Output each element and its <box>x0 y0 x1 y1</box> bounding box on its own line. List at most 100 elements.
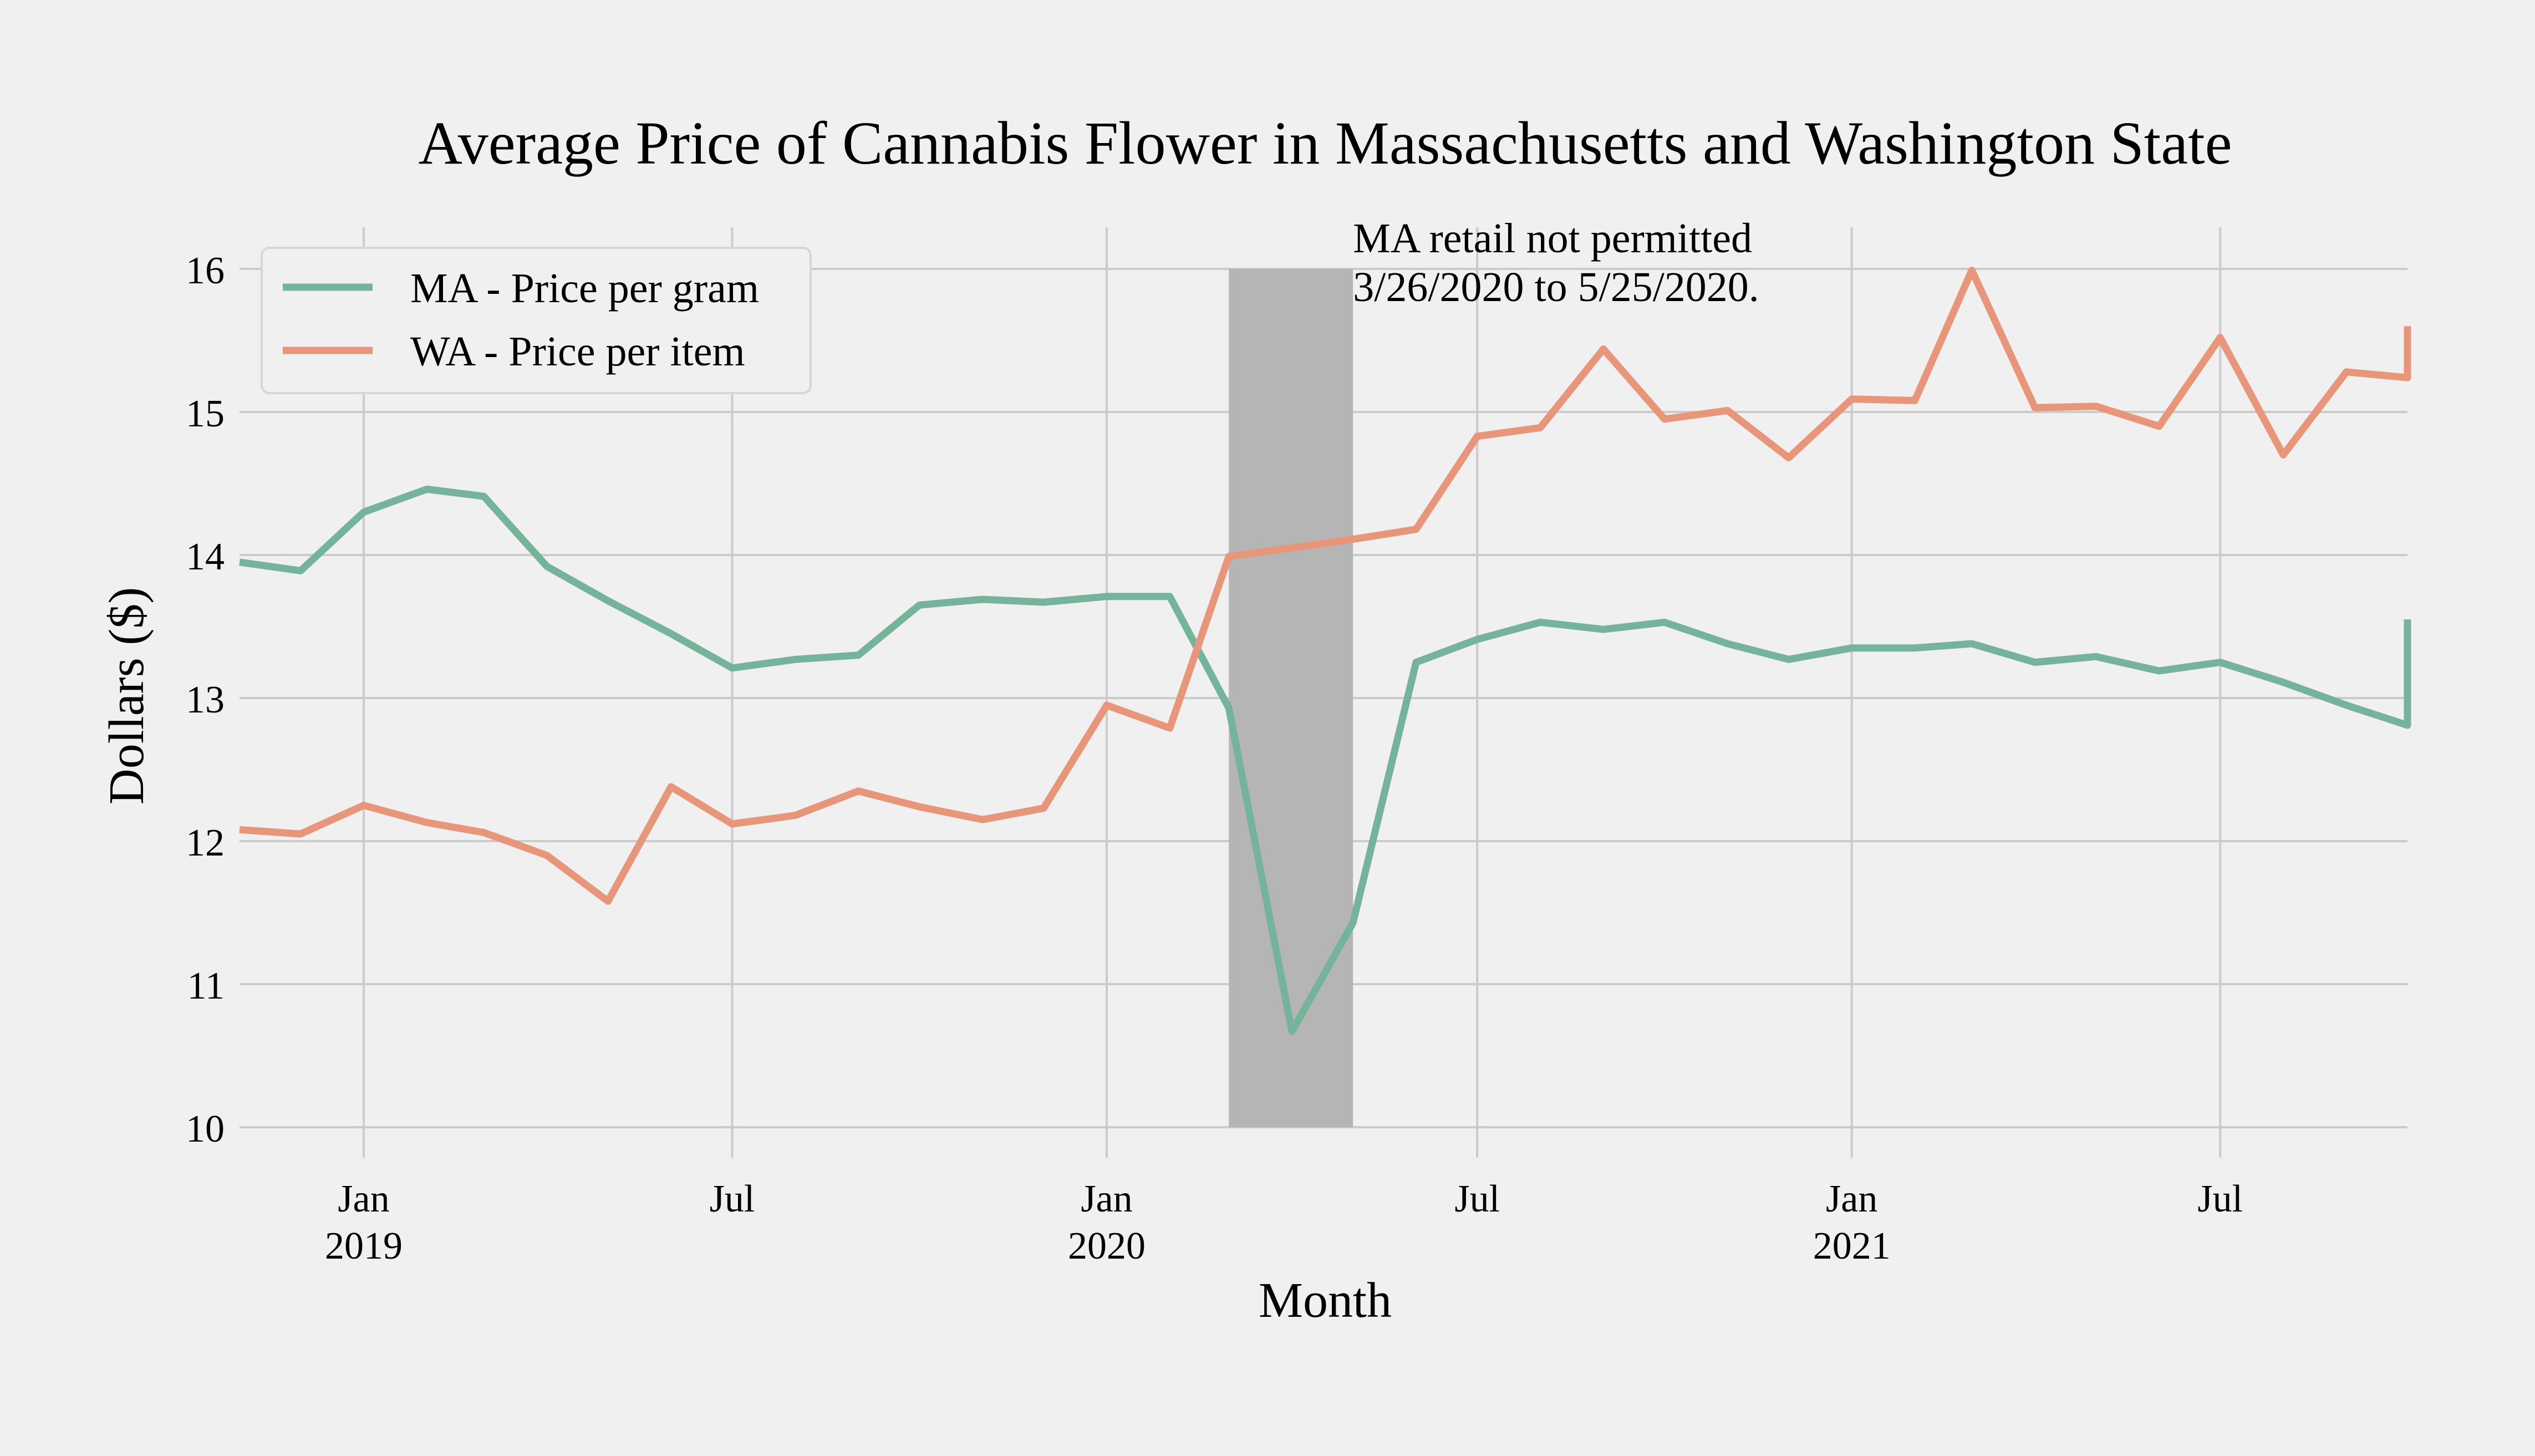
axis-layer: 10 11 12 13 14 15 16 Jan 2019 Jul Jan 2020 Jul Jan 202… <box>186 250 2243 1267</box>
x-tick-year-label: 2020 <box>1068 1225 1146 1267</box>
data-point <box>1603 629 1604 630</box>
y-axis-label: Dollars ($) <box>99 587 154 805</box>
data-point <box>2034 662 2035 663</box>
data-point <box>1664 622 1665 623</box>
series-line <box>239 267 2411 905</box>
y-tick-label: 10 <box>186 1108 225 1150</box>
series-layer <box>239 267 2411 1035</box>
x-tick-label: Jan <box>1826 1178 1877 1220</box>
legend-box <box>261 247 812 394</box>
chart-title: Average Price of Cannabis Flower in Mass… <box>418 109 2232 177</box>
y-tick-label: 13 <box>186 679 225 721</box>
data-point <box>426 822 427 823</box>
data-point <box>2407 725 2408 726</box>
data-point <box>1416 529 1417 530</box>
data-point <box>1851 399 1852 400</box>
data-point <box>239 829 240 830</box>
x-tick-label: Jul <box>1454 1178 1500 1220</box>
data-point <box>1228 707 1229 709</box>
data-point <box>2283 454 2284 455</box>
data-point <box>670 786 671 787</box>
legend-label-wa: WA - Price per item <box>410 328 745 375</box>
data-point <box>1915 648 1916 649</box>
data-point <box>1727 410 1728 411</box>
data-point <box>1915 400 1916 401</box>
data-point <box>1540 622 1541 623</box>
data-point <box>1727 643 1728 644</box>
data-point <box>2159 426 2160 427</box>
data-point <box>546 566 547 567</box>
y-tick-label: 16 <box>186 250 225 292</box>
data-point <box>1664 419 1665 420</box>
data-point <box>919 604 920 605</box>
series-wa <box>239 267 2411 905</box>
data-point <box>1169 596 1170 597</box>
data-point <box>1540 427 1541 428</box>
data-point <box>1228 556 1229 557</box>
data-point <box>982 599 983 600</box>
data-point <box>426 488 427 490</box>
data-point <box>858 655 859 656</box>
data-point <box>919 806 920 807</box>
data-point <box>2095 656 2096 657</box>
data-point <box>795 815 796 816</box>
y-tick-label: 15 <box>186 393 225 435</box>
data-point <box>363 805 364 806</box>
data-point <box>483 496 485 497</box>
data-point <box>363 512 364 513</box>
data-point <box>2407 377 2408 378</box>
data-point <box>1788 659 1789 660</box>
data-point <box>483 832 485 833</box>
data-point <box>1352 539 1353 540</box>
annotation-line: MA retail not permitted <box>1353 215 1752 262</box>
data-point <box>2407 619 2408 620</box>
annotation-line: 3/26/2020 to 5/25/2020. <box>1353 264 1759 310</box>
data-point <box>731 668 732 669</box>
data-point <box>731 823 732 824</box>
data-point <box>546 855 547 856</box>
data-point <box>2095 406 2096 407</box>
x-tick-label: Jan <box>338 1178 389 1220</box>
data-point <box>982 819 983 820</box>
data-point <box>1788 457 1789 459</box>
x-tick-year-label: 2021 <box>1813 1225 1891 1267</box>
x-tick-label: Jan <box>1081 1178 1132 1220</box>
data-point <box>1352 922 1353 923</box>
data-point <box>1169 727 1170 729</box>
x-axis-label: Month <box>1259 1273 1392 1328</box>
data-point <box>2159 670 2160 671</box>
x-tick-label: Jul <box>2197 1178 2243 1220</box>
series-ma <box>239 485 2411 1035</box>
legend-label-ma: MA - Price per gram <box>410 265 759 312</box>
data-point <box>300 833 301 834</box>
data-point <box>670 633 671 634</box>
data-point <box>1971 270 1972 271</box>
legend: MA - Price per gram WA - Price per item <box>261 247 812 394</box>
data-point <box>858 791 859 792</box>
y-tick-label: 12 <box>186 822 225 864</box>
series-line <box>239 485 2411 1035</box>
data-point <box>2346 705 2347 706</box>
data-point <box>608 600 609 602</box>
data-point <box>2283 682 2284 683</box>
data-point <box>2407 325 2408 327</box>
data-point <box>1477 639 1478 640</box>
data-point <box>1043 602 1044 603</box>
data-point <box>300 570 301 571</box>
data-point <box>1416 662 1417 663</box>
data-point <box>1106 705 1107 706</box>
x-tick-label: Jul <box>710 1178 755 1220</box>
x-tick-year-label: 2019 <box>325 1225 403 1267</box>
data-point <box>239 562 240 563</box>
data-point <box>1106 596 1107 597</box>
data-point <box>1971 643 1972 644</box>
data-point <box>2220 662 2221 663</box>
data-point <box>2220 337 2221 338</box>
data-point <box>2346 371 2347 373</box>
data-point <box>795 659 796 660</box>
data-point <box>1043 808 1044 809</box>
y-tick-label: 11 <box>187 965 225 1007</box>
data-point <box>1291 547 1292 548</box>
